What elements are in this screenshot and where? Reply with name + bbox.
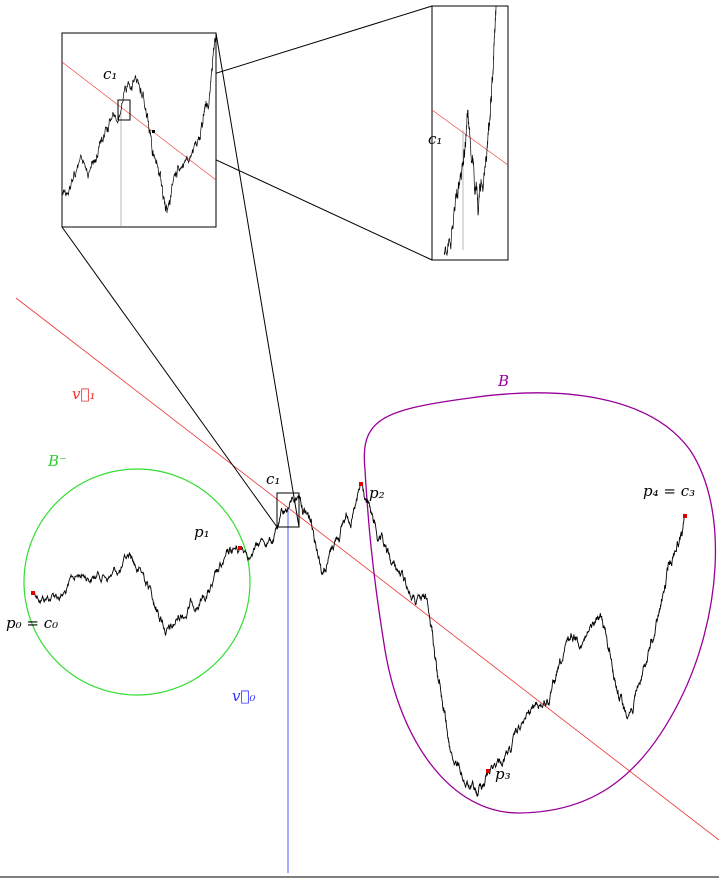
random-walk bbox=[443, 6, 497, 256]
random-walk bbox=[32, 483, 686, 797]
ball-b bbox=[363, 392, 717, 814]
label: B bbox=[497, 372, 509, 390]
label: c₁ bbox=[266, 470, 280, 488]
label: B⁻ bbox=[47, 452, 67, 470]
random-walk bbox=[62, 35, 216, 214]
label: p₀ = c₀ bbox=[6, 614, 58, 632]
direction-line bbox=[15, 297, 719, 841]
inset-left-line bbox=[62, 61, 216, 181]
label: p₄ = c₃ bbox=[643, 482, 695, 500]
label: p₂ bbox=[369, 484, 385, 502]
inset-left-box bbox=[117, 99, 131, 121]
label: v⃗₁ bbox=[72, 385, 96, 403]
label: v⃗₀ bbox=[232, 687, 256, 705]
ball-minus bbox=[23, 468, 251, 696]
label: c₁ bbox=[428, 130, 442, 148]
points bbox=[31, 130, 687, 773]
label: p₃ bbox=[495, 765, 511, 783]
zoom-box bbox=[276, 492, 300, 528]
label: p₁ bbox=[194, 523, 210, 541]
label: c₁ bbox=[103, 65, 117, 83]
inset-left bbox=[61, 32, 217, 228]
